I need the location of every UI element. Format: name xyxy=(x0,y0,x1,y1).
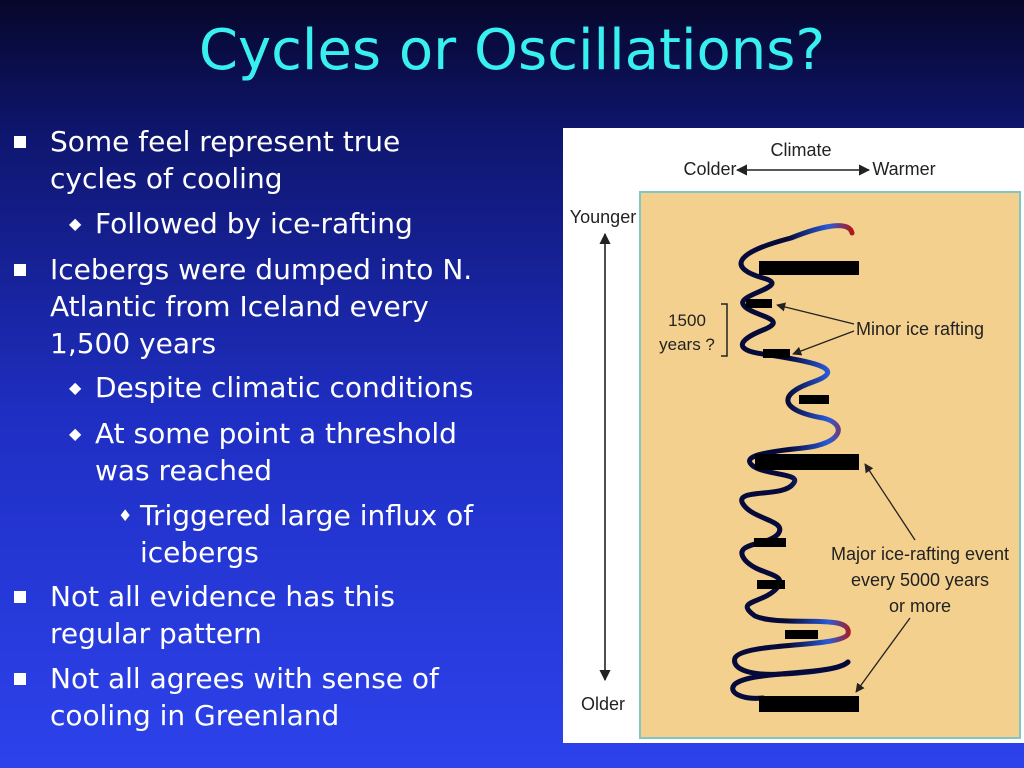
bullet-item: Not all evidence has this regular patter… xyxy=(14,578,395,652)
warmer-label: Warmer xyxy=(872,159,935,179)
ice-rafting-bar-4 xyxy=(799,395,829,404)
older-label: Older xyxy=(581,694,625,714)
bullet-item: Icebergs were dumped into N. Atlantic fr… xyxy=(14,251,472,362)
ice-rafting-bar-6 xyxy=(754,538,786,547)
square-bullet-icon xyxy=(14,264,26,276)
bullet-item: ◆ Followed by ice-rafting xyxy=(69,207,413,240)
slide-title: Cycles or Oscillations? xyxy=(198,18,826,83)
ice-rafting-bar-3 xyxy=(763,349,790,358)
climate-label: Climate xyxy=(770,140,831,160)
square-bullet-icon xyxy=(14,673,26,685)
ice-rafting-bar-5 xyxy=(755,454,859,470)
major-arrow-upper xyxy=(864,463,916,541)
minor-arrow-upper xyxy=(776,302,855,325)
bullet-item: Not all agrees with sense of cooling in … xyxy=(14,660,439,734)
major-label-line1: Major ice-rafting event xyxy=(831,544,1009,564)
bullet-item: ◆ Despite climatic conditions xyxy=(69,371,474,404)
small-diamond-bullet-icon: ♦ xyxy=(118,506,133,525)
diamond-bullet-icon: ◆ xyxy=(69,214,82,233)
ice-rafting-bar-2 xyxy=(746,299,772,308)
ice-rafting-bar-7 xyxy=(757,580,785,589)
major-label-line3: or more xyxy=(889,596,951,616)
diamond-bullet-icon: ◆ xyxy=(69,424,82,443)
bullet-item: ♦ Triggered large influx of icebergs xyxy=(118,499,474,569)
major-label-line2: every 5000 years xyxy=(851,570,989,590)
diamond-bullet-icon: ◆ xyxy=(69,378,82,397)
colder-label: Colder xyxy=(683,159,736,179)
square-bullet-icon xyxy=(14,136,26,148)
period-label-line1: 1500 xyxy=(668,311,706,330)
square-bullet-icon xyxy=(14,591,26,603)
younger-label: Younger xyxy=(570,207,636,227)
period-bracket xyxy=(721,303,728,357)
bullet-list: Some feel represent true cycles of cooli… xyxy=(0,0,560,768)
ice-rafting-bar-9 xyxy=(759,696,859,712)
period-label-line2: years ? xyxy=(659,335,715,354)
climate-curve-bottom xyxy=(730,659,851,701)
ice-rafting-bar-1 xyxy=(759,261,859,275)
bullet-item: ◆ At some point a threshold was reached xyxy=(69,417,457,487)
minor-ice-rafting-label: Minor ice rafting xyxy=(856,319,984,339)
ice-rafting-figure: Climate Colder Warmer Younger Older 1500… xyxy=(563,128,1024,743)
minor-arrow-lower xyxy=(792,330,855,356)
major-arrow-lower xyxy=(855,617,911,693)
climate-curve xyxy=(732,223,855,677)
bullet-item: Some feel represent true cycles of cooli… xyxy=(14,123,400,197)
ice-rafting-bar-8 xyxy=(785,630,818,639)
